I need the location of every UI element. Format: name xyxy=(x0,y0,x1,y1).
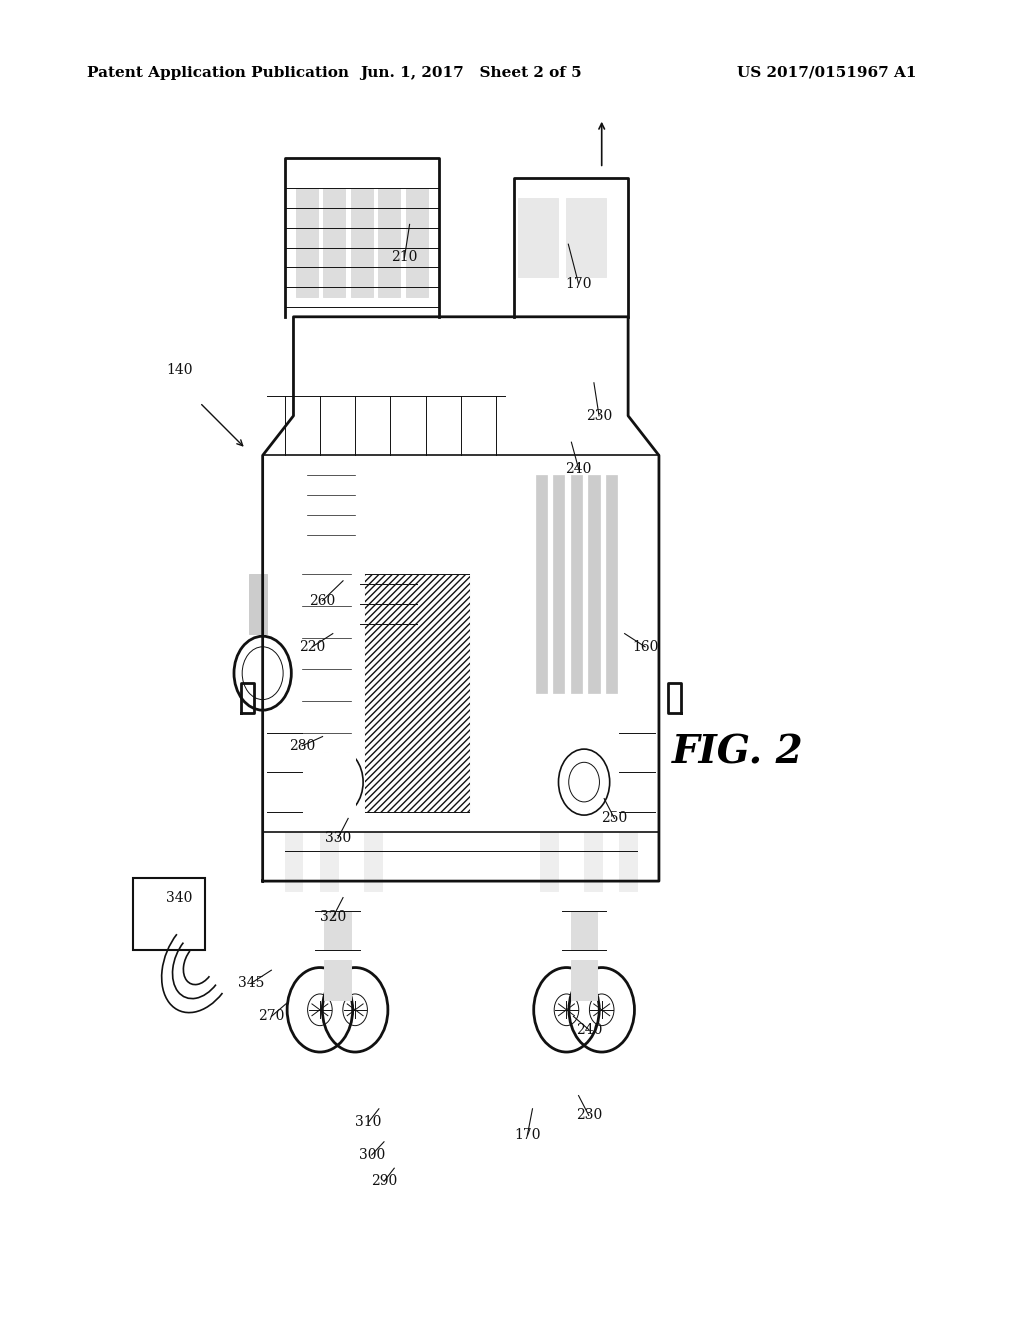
Text: Jun. 1, 2017   Sheet 2 of 5: Jun. 1, 2017 Sheet 2 of 5 xyxy=(360,66,582,79)
Text: Patent Application Publication: Patent Application Publication xyxy=(87,66,349,79)
Bar xyxy=(536,475,547,693)
Bar xyxy=(378,189,400,297)
Bar xyxy=(589,475,599,693)
Bar xyxy=(531,535,566,733)
Bar xyxy=(298,554,355,752)
Text: 170: 170 xyxy=(565,277,592,290)
Bar xyxy=(526,498,624,539)
Bar xyxy=(319,554,483,832)
Bar xyxy=(324,189,345,297)
Text: 230: 230 xyxy=(586,409,612,422)
Text: 300: 300 xyxy=(358,1148,385,1162)
Bar xyxy=(319,832,338,891)
Text: 330: 330 xyxy=(325,832,351,845)
Text: 345: 345 xyxy=(238,977,264,990)
Text: 320: 320 xyxy=(319,911,346,924)
Text: 230: 230 xyxy=(575,1109,602,1122)
Bar xyxy=(526,433,624,473)
Bar xyxy=(584,832,602,891)
Text: 280: 280 xyxy=(289,739,315,752)
Bar xyxy=(606,475,617,693)
Bar xyxy=(325,961,350,1001)
Text: 210: 210 xyxy=(391,251,418,264)
Bar xyxy=(575,535,610,733)
Text: 310: 310 xyxy=(355,1115,382,1129)
Text: 290: 290 xyxy=(371,1175,397,1188)
Bar xyxy=(566,198,606,277)
Bar xyxy=(438,317,505,446)
Bar xyxy=(133,878,205,950)
Text: US 2017/0151967 A1: US 2017/0151967 A1 xyxy=(737,66,916,79)
Text: 220: 220 xyxy=(299,640,326,653)
Text: 170: 170 xyxy=(514,1129,541,1142)
Text: 160: 160 xyxy=(632,640,658,653)
Text: 260: 260 xyxy=(309,594,336,607)
Bar xyxy=(296,189,317,297)
Bar xyxy=(522,317,624,436)
Bar xyxy=(540,832,558,891)
Bar xyxy=(553,882,614,1080)
Bar xyxy=(319,554,364,832)
Bar xyxy=(526,565,624,605)
Text: 140: 140 xyxy=(166,363,193,376)
Bar xyxy=(526,366,624,407)
Text: FIG. 2: FIG. 2 xyxy=(672,734,803,771)
Bar xyxy=(518,198,558,277)
Bar xyxy=(571,911,597,950)
Bar xyxy=(325,911,350,950)
Bar xyxy=(285,832,302,891)
Bar xyxy=(302,455,359,554)
Bar xyxy=(302,752,355,832)
Text: 270: 270 xyxy=(258,1010,285,1023)
Bar xyxy=(364,832,382,891)
Bar xyxy=(307,882,369,1080)
Bar xyxy=(364,574,470,812)
Text: 340: 340 xyxy=(166,891,193,904)
Bar xyxy=(571,961,597,1001)
Bar xyxy=(350,189,373,297)
Bar xyxy=(470,554,514,832)
Bar xyxy=(571,475,582,693)
Text: 250: 250 xyxy=(601,812,628,825)
Text: 240: 240 xyxy=(565,462,592,475)
Bar xyxy=(553,475,564,693)
Bar xyxy=(406,189,428,297)
Bar xyxy=(620,832,637,891)
Text: 240: 240 xyxy=(575,1023,602,1036)
Bar xyxy=(250,574,267,634)
